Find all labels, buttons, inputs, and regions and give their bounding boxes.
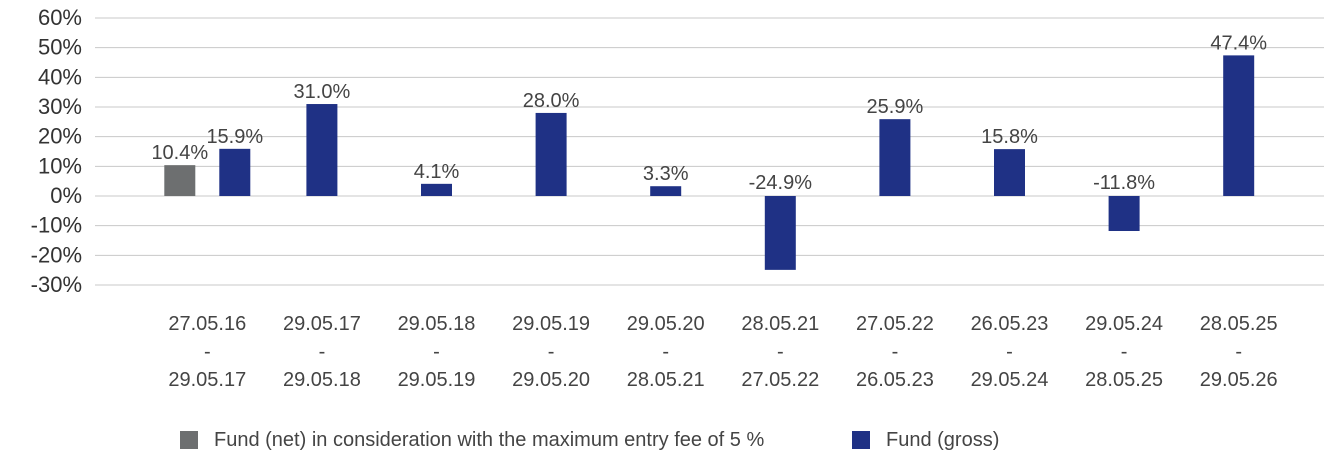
x-tick-label: 29.05.18 [398,313,476,335]
y-tick-label: -10% [31,213,82,238]
data-label: 28.0% [523,90,580,112]
legend: Fund (net) in consideration with the max… [180,428,1280,474]
data-label: 47.4% [1210,32,1267,54]
x-tick-label: 28.05.25 [1085,369,1163,391]
x-tick-label: 29.05.17 [168,369,246,391]
x-tick-label: 29.05.19 [398,369,476,391]
x-tick-label: 26.05.23 [856,369,934,391]
data-label: -11.8% [1093,172,1155,194]
x-tick-label: 27.05.22 [856,313,934,335]
x-tick-label: 26.05.23 [971,313,1049,335]
bar-net [164,165,196,196]
data-label: 4.1% [414,161,460,183]
legend-label-net: Fund (net) in consideration with the max… [214,429,765,451]
y-tick-label: -20% [31,242,82,267]
grid-layer [95,17,1324,286]
x-tick-label: 29.05.17 [283,313,361,335]
x-tick-label: - [319,341,326,363]
data-label: 15.9% [206,126,263,148]
x-tick-label: - [662,341,669,363]
y-tick-label: 50% [38,35,82,60]
bars [164,55,1255,270]
chart-svg: 60%50%40%30%20%10%0%-10%-20%-30% 10.4%15… [31,5,1324,391]
legend-item-net: Fund (net) in consideration with the max… [180,428,774,452]
y-tick-label: 40% [38,64,82,89]
x-tick-label: - [1121,341,1128,363]
x-tick-label: 29.05.24 [1085,313,1163,335]
x-tick-label: 29.05.20 [512,369,590,391]
legend-swatch-net [180,431,198,449]
x-tick-label: - [433,341,440,363]
x-tick-label: 29.05.20 [627,313,705,335]
bar-gross [879,119,911,196]
x-tick-label: - [1006,341,1013,363]
x-tick-label: 29.05.18 [283,369,361,391]
x-tick-label: 28.05.21 [741,313,819,335]
y-tick-label: 30% [38,94,82,119]
x-tick-label: 29.05.19 [512,313,590,335]
y-tick-label: 0% [50,183,82,208]
legend-swatch-gross [852,431,870,449]
bar-gross [1108,196,1140,232]
bar-gross [219,148,251,196]
bar-gross [421,183,452,196]
x-tick-label: 28.05.25 [1200,313,1278,335]
x-axis-ticks: 27.05.16 - 29.05.17 29.05.17 - 29.05.18 29.05.… [168,313,1277,391]
x-tick-label: - [777,341,784,363]
data-label: 31.0% [294,81,351,103]
x-tick-label: - [892,341,899,363]
x-tick-label: 29.05.24 [971,369,1049,391]
x-tick-label: 29.05.26 [1200,369,1278,391]
data-label: -24.9% [749,172,813,194]
x-tick-label: - [204,341,211,363]
x-tick-label: - [548,341,555,363]
bar-gross [994,149,1025,196]
bar-gross [764,196,796,270]
bar-gross [535,112,567,196]
legend-item-gross: Fund (gross) [852,428,999,452]
data-label: 3.3% [643,163,689,185]
bar-gross [306,104,338,196]
y-tick-label: 10% [38,153,82,178]
data-label: 15.8% [981,126,1038,148]
bar-gross [650,186,682,196]
x-tick-label: 28.05.21 [627,369,705,391]
bar-gross [1223,55,1255,196]
data-label: 25.9% [867,96,924,118]
data-labels: 10.4%15.9% 31.0% 4.1% 28.0% 3.3% -24.9% 25.9% 1… [151,32,1267,194]
x-tick-label: - [1235,341,1242,363]
y-tick-label: 20% [38,124,82,149]
y-tick-label: 60% [38,5,82,30]
x-tick-label: 27.05.22 [741,369,819,391]
y-axis-ticks: 60% 50% 40% 30% 20% 10% 0% -10% -20% -30% [31,5,82,297]
y-tick-label: -30% [31,272,82,297]
data-label: 10.4% [151,142,208,164]
legend-label-gross: Fund (gross) [886,429,1000,451]
x-tick-label: 27.05.16 [168,313,246,335]
